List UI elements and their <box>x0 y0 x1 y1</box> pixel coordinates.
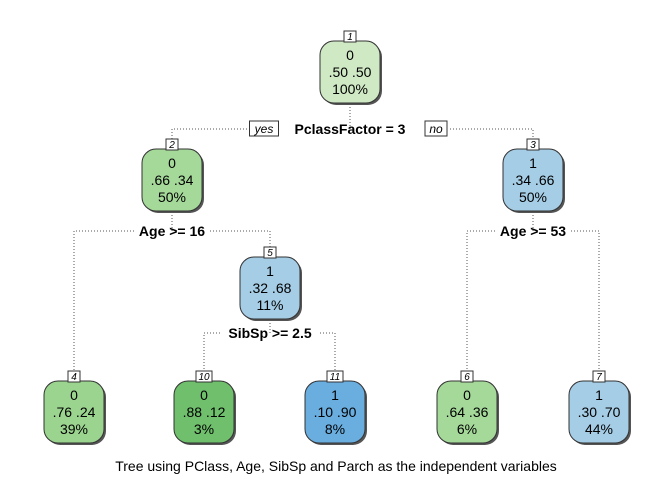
node-class: 1 <box>595 387 603 403</box>
branch-yes-label: yes <box>254 122 274 136</box>
node-class: 1 <box>529 155 537 171</box>
node-percentage: 11% <box>257 297 284 313</box>
node-id-badge <box>526 138 540 151</box>
node-percentage: 100% <box>332 81 368 97</box>
node-probabilities: .10 .90 <box>314 404 357 420</box>
branch-connector <box>450 128 534 147</box>
node-class: 0 <box>200 387 208 403</box>
split-label: PclassFactor = 3 <box>295 121 406 137</box>
branch-connector <box>203 332 220 379</box>
branch-connector <box>171 128 250 147</box>
split-label: Age >= 53 <box>500 223 566 239</box>
tree-node-10: 10 0.88 .123% <box>173 370 236 445</box>
node-percentage: 44% <box>585 421 613 437</box>
node-class: 0 <box>463 387 471 403</box>
node-probabilities: .32 .68 <box>249 280 292 296</box>
branch-no-label-box <box>424 120 448 137</box>
tree-node-11: 111.10 .908% <box>304 370 367 445</box>
node-probabilities: .30 .70 <box>578 404 621 420</box>
node-id: 10 <box>198 372 210 383</box>
node-class: 0 <box>346 47 354 63</box>
node-id-badge <box>326 370 344 383</box>
node-percentage: 39% <box>60 421 88 437</box>
branch-yes-label-box <box>249 120 279 137</box>
node-id: 11 <box>330 372 340 383</box>
node-probabilities: .34 .66 <box>512 172 555 188</box>
node-class: 0 <box>168 155 176 171</box>
node-probabilities: .64 .36 <box>446 404 489 420</box>
branch-connector <box>466 230 495 379</box>
node-id-badge <box>195 370 213 383</box>
node-id: 3 <box>530 140 536 151</box>
tree-caption: Tree using PClass, Age, SibSp and Parch … <box>115 458 557 474</box>
node-percentage: 50% <box>519 189 547 205</box>
node-id: 5 <box>267 248 273 259</box>
node-id: 2 <box>168 140 175 151</box>
node-percentage: 6% <box>457 421 477 437</box>
node-percentage: 8% <box>325 421 345 437</box>
node-probabilities: .88 .12 <box>183 404 226 420</box>
node-probabilities: .50 .50 <box>329 64 372 80</box>
node-id-badge <box>460 370 474 383</box>
node-percentage: 50% <box>158 189 186 205</box>
node-id-badge <box>263 246 277 259</box>
branch-no-label: no <box>429 122 443 136</box>
node-id: 4 <box>71 372 77 383</box>
node-probabilities: .76 .24 <box>53 404 96 420</box>
node-id-badge <box>67 370 81 383</box>
split-label: SibSp >= 2.5 <box>228 325 311 341</box>
branch-connector <box>73 230 134 379</box>
branch-connector <box>210 230 271 255</box>
node-percentage: 3% <box>194 421 214 437</box>
node-id-badge <box>592 370 606 383</box>
node-class: 0 <box>70 387 78 403</box>
node-id: 7 <box>596 372 602 383</box>
node-class: 1 <box>331 387 339 403</box>
node-id: 6 <box>464 372 470 383</box>
split-label: Age >= 16 <box>139 223 205 239</box>
node-id: 1 <box>347 32 353 43</box>
node-class: 1 <box>266 263 274 279</box>
node-id-badge <box>165 138 179 151</box>
node-id-badge <box>343 30 357 43</box>
branch-connector <box>571 230 600 379</box>
tree-node-6: 6 0.64 .366% <box>436 370 499 445</box>
branch-connector <box>320 332 336 379</box>
node-probabilities: .66 .34 <box>151 172 194 188</box>
